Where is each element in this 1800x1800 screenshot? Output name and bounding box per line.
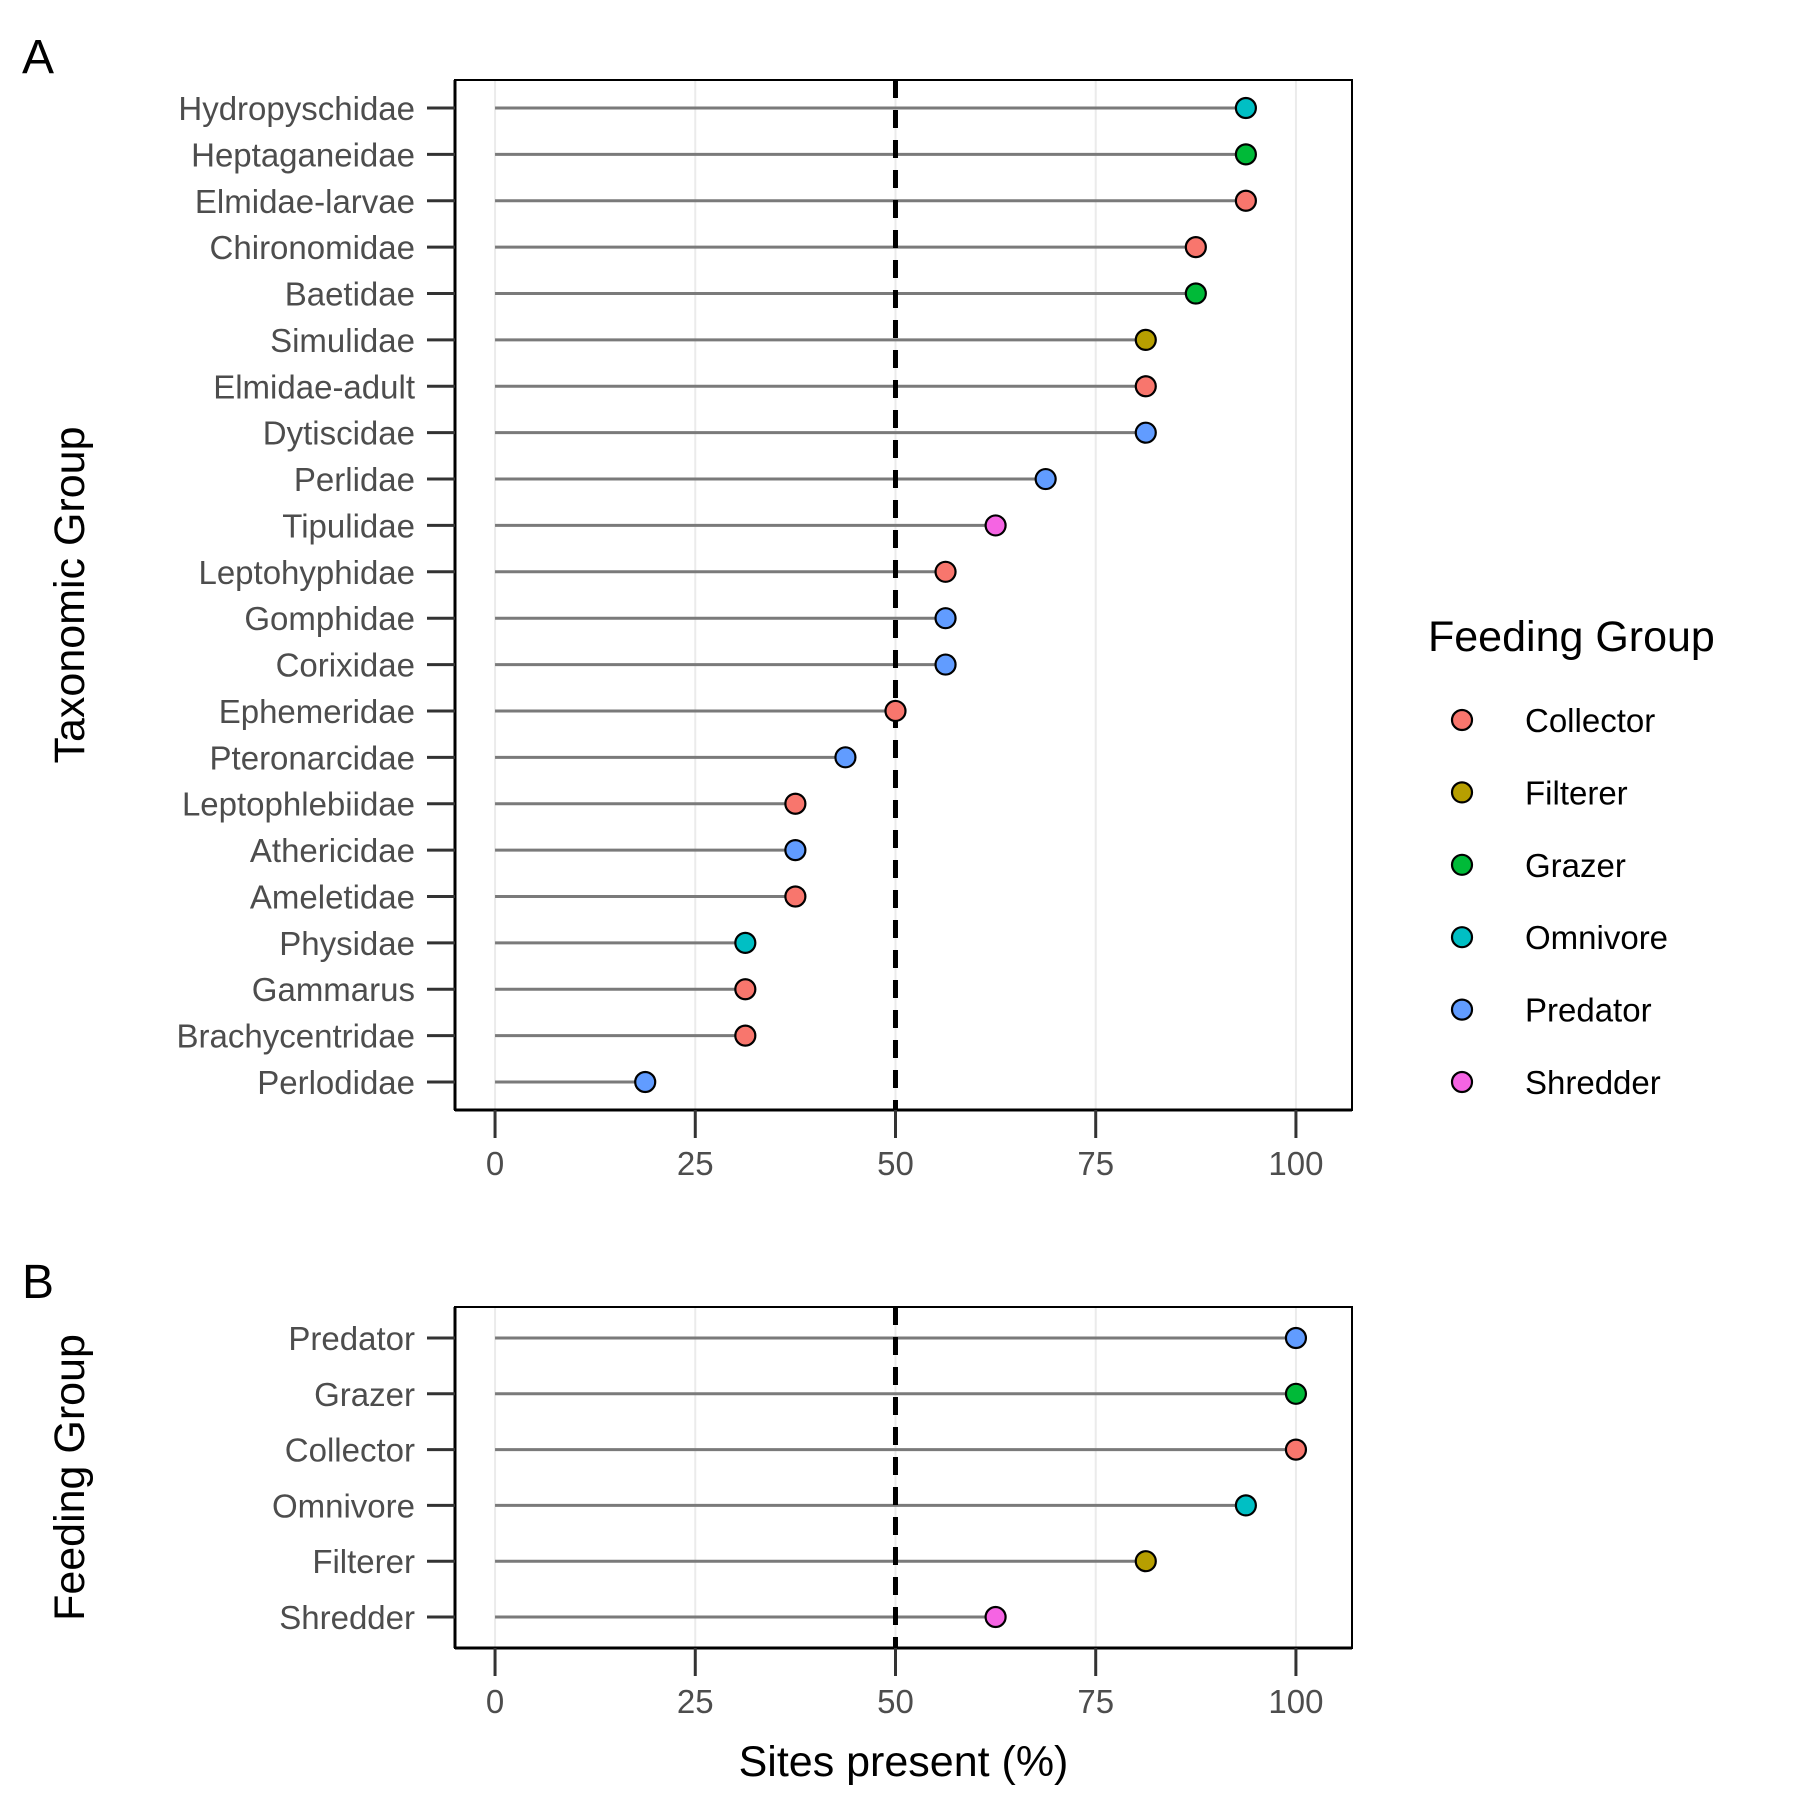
x-tick-label: 75 [1077, 1145, 1114, 1182]
data-point [1134, 421, 1157, 444]
y-tick-label: Brachycentridae [177, 1018, 415, 1055]
y-tick-label: Ephemeridae [219, 693, 415, 730]
data-point [1234, 189, 1257, 212]
data-point [1134, 1550, 1157, 1573]
y-tick-label: Leptophlebiidae [182, 786, 415, 823]
data-point [1284, 1438, 1308, 1461]
y-tick-label: Perlodidae [257, 1064, 415, 1101]
legend-key [1450, 708, 1474, 732]
y-tick-label: Collector [285, 1432, 415, 1469]
data-point [1134, 328, 1157, 352]
y-tick-label: Elmidae-adult [213, 368, 415, 405]
legend: Feeding Group Collector Filterer Grazer Omni… [1428, 613, 1715, 1101]
legend-label: Omnivore [1525, 919, 1668, 956]
x-tick-label: 75 [1077, 1683, 1114, 1720]
legend-label: Predator [1525, 992, 1652, 1029]
legend-key [1450, 926, 1474, 949]
y-tick-label: Athericidae [250, 832, 415, 869]
data-point [734, 931, 757, 954]
legend-label: Grazer [1525, 847, 1626, 884]
x-axis-title: Sites present (%) [739, 1738, 1069, 1786]
data-point [934, 560, 957, 583]
data-point [1234, 96, 1257, 120]
legend-title: Feeding Group [1428, 613, 1715, 661]
y-tick-label: Omnivore [272, 1487, 415, 1524]
plot-area [455, 1307, 1352, 1648]
panel-tag: B [22, 1256, 54, 1309]
legend-key [1450, 998, 1474, 1021]
x-tick-label: 0 [486, 1683, 504, 1720]
legend-key [1450, 1070, 1474, 1094]
x-tick-label: 25 [677, 1145, 714, 1182]
y-axis-title: Feeding Group [46, 1334, 94, 1621]
y-tick-label: Leptohyphidae [198, 554, 415, 591]
y-tick-label: Gammarus [252, 971, 415, 1008]
data-point [1184, 282, 1207, 305]
y-tick-label: Predator [288, 1320, 415, 1357]
data-point [1134, 375, 1157, 398]
x-tick-label: 25 [677, 1683, 714, 1720]
y-tick-label: Corixidae [276, 647, 415, 684]
y-tick-label: Pteronarcidae [210, 739, 415, 776]
data-point [834, 746, 857, 769]
y-tick-label: Gomphidae [244, 600, 415, 637]
y-tick-label: Dytiscidae [263, 415, 415, 452]
y-tick-label: Shredder [279, 1599, 415, 1636]
data-point [1284, 1382, 1308, 1405]
data-point [1034, 467, 1057, 491]
data-point [934, 607, 957, 630]
y-tick-label: Hydropyschidae [178, 90, 415, 127]
legend-label: Collector [1525, 702, 1655, 739]
y-tick-label: Physidae [279, 925, 415, 962]
data-point [1234, 1494, 1257, 1517]
y-tick-label: Grazer [314, 1376, 415, 1413]
y-tick-label: Elmidae-larvae [195, 183, 415, 220]
y-tick-label: Heptaganeidae [191, 136, 415, 173]
data-point [984, 1605, 1007, 1629]
x-tick-label: 100 [1268, 1145, 1323, 1182]
x-tick-label: 50 [877, 1145, 914, 1182]
panel-b: Predator Grazer Collector Omnivore Filterer S… [22, 1256, 1353, 1786]
data-point [734, 1024, 757, 1047]
data-point [1184, 236, 1207, 259]
x-tick-label: 0 [486, 1145, 504, 1182]
data-point [784, 885, 807, 908]
y-tick-label: Filterer [312, 1543, 415, 1580]
data-point [884, 699, 907, 723]
legend-label: Shredder [1525, 1064, 1661, 1101]
data-point [1284, 1326, 1308, 1350]
legend-label: Filterer [1525, 774, 1628, 811]
data-point [784, 792, 807, 815]
y-tick-label: Ameletidae [250, 878, 415, 915]
y-axis-title: Taxonomic Group [46, 427, 94, 764]
legend-key [1450, 853, 1474, 876]
data-point [784, 838, 807, 862]
legend-key [1450, 781, 1474, 804]
panel-tag: A [22, 31, 54, 84]
y-tick-label: Perlidae [294, 461, 415, 498]
x-tick-label: 100 [1268, 1683, 1323, 1720]
data-point [634, 1070, 657, 1094]
y-tick-label: Simulidae [270, 322, 415, 359]
data-point [984, 514, 1007, 537]
data-point [1234, 143, 1257, 166]
data-point [934, 653, 957, 676]
x-tick-label: 50 [877, 1683, 914, 1720]
y-tick-label: Chironomidae [210, 229, 415, 266]
y-tick-label: Tipulidae [282, 507, 415, 544]
panel-a: Hydropyschidae Heptaganeidae Elmidae-larva… [22, 31, 1353, 1182]
plot-area [455, 80, 1352, 1110]
y-tick-label: Baetidae [285, 276, 415, 313]
data-point [734, 978, 757, 1001]
